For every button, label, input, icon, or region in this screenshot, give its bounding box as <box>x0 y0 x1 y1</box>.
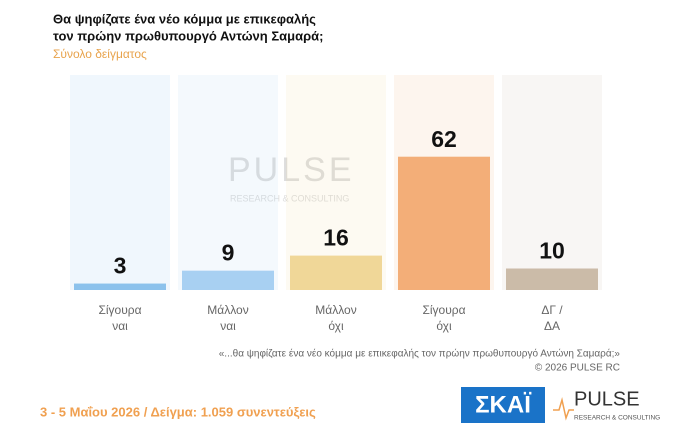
x-tick-label: όχι <box>328 319 344 333</box>
bar <box>506 268 598 290</box>
chart-title: Θα ψηφίζατε ένα νέο κόμμα με επικεφαλής <box>53 11 316 26</box>
bar <box>182 270 274 290</box>
watermark: PULSE <box>228 151 355 189</box>
chart-title: τον πρώην πρωθυπουργό Αντώνη Σαμαρά; <box>53 28 323 43</box>
x-tick-label: Σίγουρα <box>98 303 141 317</box>
x-tick-label: ναι <box>112 319 128 333</box>
bar <box>398 156 490 290</box>
bar <box>74 283 166 290</box>
copyright: © 2026 PULSE RC <box>535 363 620 374</box>
bar <box>290 255 382 290</box>
x-tick-label: όχι <box>436 319 452 333</box>
watermark: RESEARCH & CONSULTING <box>230 193 349 203</box>
data-label: 16 <box>323 225 349 251</box>
x-tick-label: Σίγουρα <box>422 303 465 317</box>
logo-pollster-tagline: RESEARCH & CONSULTING <box>574 415 660 422</box>
data-label: 3 <box>114 253 127 279</box>
x-tick-label: ΔΑ <box>544 319 560 333</box>
data-label: 62 <box>431 126 457 152</box>
data-label: 10 <box>539 238 565 264</box>
logo-pulse-icon <box>553 397 574 421</box>
logo-pollster: PULSE <box>574 388 640 410</box>
column-bg <box>178 75 278 290</box>
x-tick-label: ναι <box>220 319 236 333</box>
logo-box <box>461 387 545 423</box>
logo-broadcaster: ΣΚΑΪ <box>475 391 532 418</box>
note: «...θα ψηφίζατε ένα νέο κόμμα με επικεφα… <box>219 348 621 360</box>
data-label: 9 <box>222 240 235 266</box>
column-bg <box>502 75 602 290</box>
x-tick-label: Μάλλον <box>207 303 248 317</box>
x-tick-label: ΔΓ / <box>541 303 563 317</box>
column-bg <box>286 75 386 290</box>
column-bg <box>70 75 170 290</box>
x-tick-label: Μάλλον <box>315 303 356 317</box>
footer: 3 - 5 Μαΐου 2026 / Δείγμα: 1.059 συνεντε… <box>40 404 316 419</box>
chart-subtitle: Σύνολο δείγματος <box>53 47 147 61</box>
